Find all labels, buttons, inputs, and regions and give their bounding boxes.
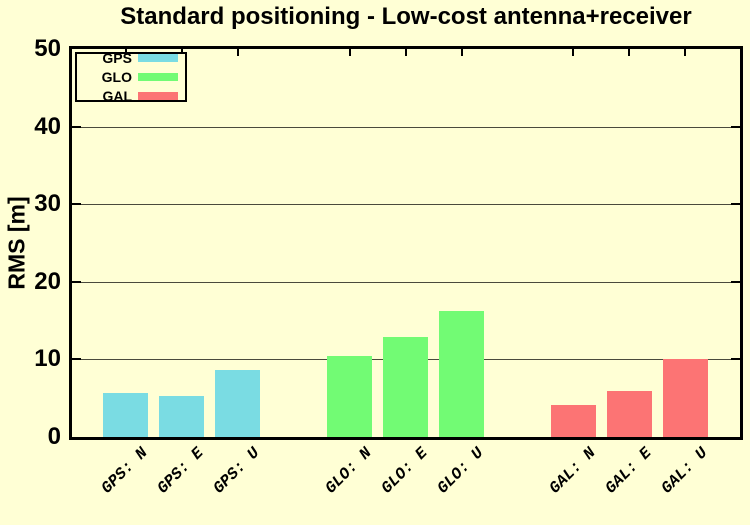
y-tick-mark — [731, 125, 740, 128]
y-tick-mark — [72, 358, 81, 361]
legend-swatch-gal — [138, 92, 178, 100]
legend-swatch-gps — [138, 54, 178, 62]
bar-gal-n — [550, 405, 596, 437]
y-tick-mark — [731, 280, 740, 283]
y-tick-label-30: 30 — [34, 190, 61, 218]
bar-glo-u — [439, 311, 485, 437]
bar-gal-e — [606, 391, 652, 437]
y-tick-label-0: 0 — [47, 423, 61, 450]
x-tick-mark — [460, 49, 463, 56]
bar-gps-u — [215, 369, 261, 437]
bar-glo-e — [383, 336, 429, 437]
plot-area: GPS GLO GAL — [69, 46, 743, 440]
y-tick-mark — [72, 280, 81, 283]
y-tick-mark — [731, 203, 740, 206]
legend-label-gal: GAL — [102, 88, 132, 104]
bar-gps-n — [103, 392, 149, 437]
x-tick-label-glo-n: GLO: N — [321, 444, 376, 498]
gridline-y40 — [72, 126, 740, 128]
x-tick-mark — [404, 49, 407, 56]
legend-item-gps: GPS — [77, 50, 185, 66]
legend-label-gps: GPS — [102, 50, 132, 66]
x-tick-label-glo-e: GLO: E — [377, 444, 432, 498]
legend-item-gal: GAL — [77, 88, 185, 104]
x-tick-label-gps-u: GPS: U — [210, 444, 264, 498]
legend: GPS GLO GAL — [75, 50, 187, 104]
x-tick-mark — [628, 49, 631, 56]
y-tick-mark — [72, 203, 81, 206]
y-tick-mark — [72, 125, 81, 128]
gridline-y20 — [72, 281, 740, 283]
chart-title: Standard positioning - Low-cost antenna+… — [120, 3, 692, 30]
x-tick-label-gal-n: GAL: N — [545, 444, 600, 498]
gridline-y30 — [72, 204, 740, 206]
y-tick-label-40: 40 — [34, 112, 61, 140]
bar-glo-n — [327, 356, 373, 437]
y-tick-label-50: 50 — [34, 35, 61, 62]
legend-item-glo: GLO — [77, 69, 185, 85]
legend-label-glo: GLO — [101, 69, 132, 85]
x-tick-label-gps-e: GPS: E — [154, 444, 208, 498]
x-tick-label-glo-u: GLO: U — [433, 444, 488, 498]
x-tick-mark — [684, 49, 687, 56]
y-tick-mark — [731, 358, 740, 361]
bar-gps-e — [159, 395, 205, 437]
x-tick-mark — [572, 49, 575, 56]
x-tick-label-gal-u: GAL: U — [657, 444, 712, 498]
x-tick-mark — [236, 49, 239, 56]
bar-gal-u — [662, 358, 708, 437]
legend-swatch-glo — [138, 73, 178, 81]
y-tick-label-10: 10 — [34, 345, 61, 373]
x-tick-label-gps-n: GPS: N — [98, 444, 152, 498]
x-tick-mark — [348, 49, 351, 56]
x-tick-label-gal-e: GAL: E — [601, 444, 656, 498]
y-tick-label-20: 20 — [34, 267, 61, 295]
